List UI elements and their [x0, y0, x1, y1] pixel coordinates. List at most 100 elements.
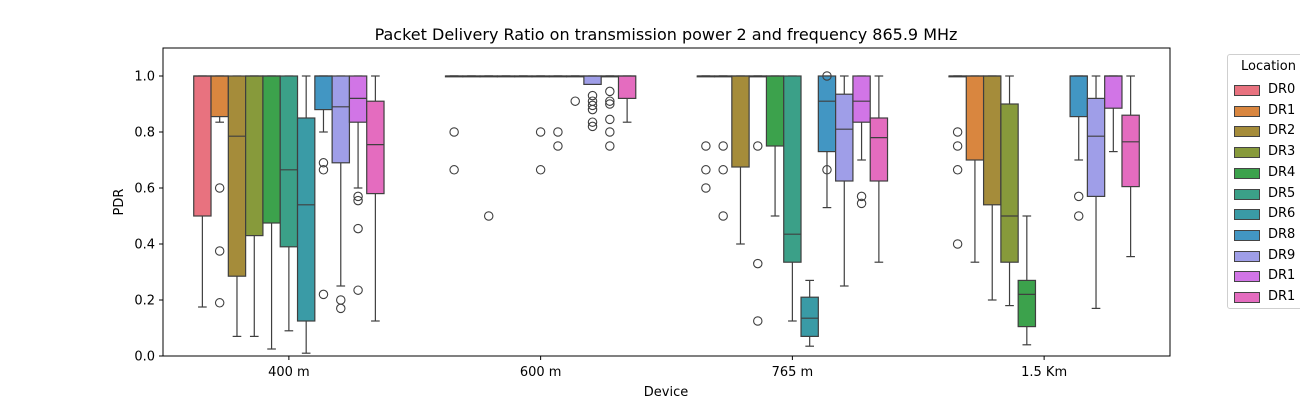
- box-iqr: [617, 75, 637, 99]
- plot-area: 0.0 0.2 0.4 0.6 0.8 1.0 400 m 600 m 765 m 1.5 Km: [134, 47, 1171, 380]
- box-outlier-point: [952, 127, 963, 137]
- legend-label: DR4: [1268, 164, 1296, 180]
- legend-swatch: [1234, 209, 1260, 221]
- legend-swatch: [1234, 271, 1260, 283]
- box-outlier-point: [587, 100, 598, 111]
- legend-label: DR6: [1268, 206, 1296, 222]
- box-outlier-point: [318, 289, 329, 300]
- legend-swatch: [1234, 188, 1260, 200]
- box-iqr: [1104, 75, 1123, 109]
- x-tick-label: 400 m: [268, 365, 310, 380]
- box-outlier-point: [1073, 191, 1084, 202]
- box-iqr: [296, 117, 316, 322]
- box-outlier-point: [449, 127, 459, 137]
- legend-title: Location: [1241, 59, 1296, 74]
- legend-label: DR1: [1268, 289, 1296, 304]
- box-outlier-point: [587, 117, 598, 127]
- box-iqr: [835, 93, 854, 182]
- box-outlier-point: [856, 198, 867, 209]
- box-iqr: [348, 75, 368, 123]
- box-outlier-point: [449, 165, 459, 175]
- box-iqr: [965, 75, 985, 161]
- chart-title: Packet Delivery Ratio on transmission po…: [375, 25, 958, 44]
- box-outlier-point: [822, 71, 832, 81]
- legend-label: DR3: [1268, 144, 1296, 160]
- legend-label: DR5: [1268, 185, 1296, 201]
- box-iqr: [731, 75, 750, 168]
- box-outlier-point: [353, 195, 363, 206]
- y-tick-label: 0.6: [134, 182, 155, 197]
- box-outlier-point: [701, 183, 711, 193]
- box-outlier-point: [483, 211, 494, 221]
- legend-swatch: [1234, 105, 1260, 117]
- box-outlier-point: [605, 114, 615, 125]
- y-tick-label: 1.0: [134, 70, 155, 85]
- box-outlier-point: [587, 104, 598, 115]
- box-outlier-point: [353, 191, 363, 202]
- box-outlier-point: [952, 165, 963, 175]
- box-outlier-point: [701, 165, 711, 175]
- box-iqr: [245, 75, 264, 237]
- box-outlier-point: [952, 239, 963, 249]
- x-tick-label: 765 m: [772, 365, 814, 380]
- y-tick-label: 0.8: [134, 126, 155, 141]
- box-outlier-point: [753, 258, 763, 269]
- box-outlier-point: [336, 303, 346, 314]
- box-outlier-point: [318, 165, 329, 175]
- box-iqr: [852, 75, 871, 123]
- box-outlier-point: [587, 121, 598, 132]
- box-iqr: [982, 75, 1002, 206]
- box-iqr: [583, 75, 602, 85]
- box-iqr: [869, 117, 889, 182]
- legend-label: DR0: [1268, 82, 1296, 97]
- box-outlier-point: [605, 127, 615, 137]
- y-tick-label: 0.2: [134, 294, 155, 309]
- box-iqr: [1000, 103, 1019, 263]
- y-tick-label: 0.0: [134, 350, 155, 365]
- box-iqr: [765, 75, 785, 147]
- box-outlier-point: [718, 165, 728, 175]
- box-outlier-point: [553, 127, 563, 137]
- box-outlier-point: [553, 141, 563, 151]
- legend-label: DR1: [1268, 102, 1296, 118]
- box-outlier-point: [535, 127, 546, 137]
- box-iqr: [210, 75, 229, 118]
- box-outlier-point: [214, 298, 225, 308]
- box-outlier-point: [753, 141, 763, 151]
- box-outlier-point: [318, 158, 329, 168]
- box-outlier-point: [587, 90, 598, 101]
- box-outlier-point: [605, 86, 615, 97]
- box-iqr: [227, 75, 247, 277]
- box-iqr: [1069, 75, 1088, 118]
- box-iqr: [193, 75, 212, 217]
- box-outlier-point: [952, 141, 963, 151]
- box-outlier-point: [605, 99, 615, 109]
- box-iqr: [1121, 114, 1140, 188]
- legend-swatch: [1234, 250, 1260, 262]
- box-outlier-point: [822, 165, 832, 175]
- box-outlier-point: [753, 316, 763, 326]
- box-outlier-point: [605, 141, 615, 151]
- box-outlier-point: [353, 223, 363, 234]
- box-iqr: [331, 75, 351, 164]
- legend-label: DR2: [1268, 123, 1296, 139]
- box-outlier-point: [570, 96, 580, 106]
- x-tick-label: 1.5 Km: [1021, 365, 1067, 380]
- legend-swatch: [1234, 85, 1260, 96]
- box-iqr: [1017, 279, 1037, 328]
- box-outlier-point: [1073, 211, 1084, 221]
- box-outlier-point: [718, 211, 728, 221]
- legend-swatch: [1234, 147, 1260, 159]
- y-axis-label: PDR: [112, 189, 127, 216]
- box-iqr: [1086, 97, 1106, 198]
- box-iqr: [366, 100, 385, 195]
- box-outlier-point: [214, 246, 225, 256]
- box-outlier-point: [718, 141, 728, 151]
- box-iqr: [817, 75, 837, 153]
- x-tick-label: 600 m: [520, 365, 562, 380]
- box-outlier-point: [353, 285, 363, 295]
- x-axis-label: Device: [644, 385, 688, 400]
- legend-swatch: [1234, 167, 1260, 179]
- legend-label: DR8: [1268, 226, 1296, 242]
